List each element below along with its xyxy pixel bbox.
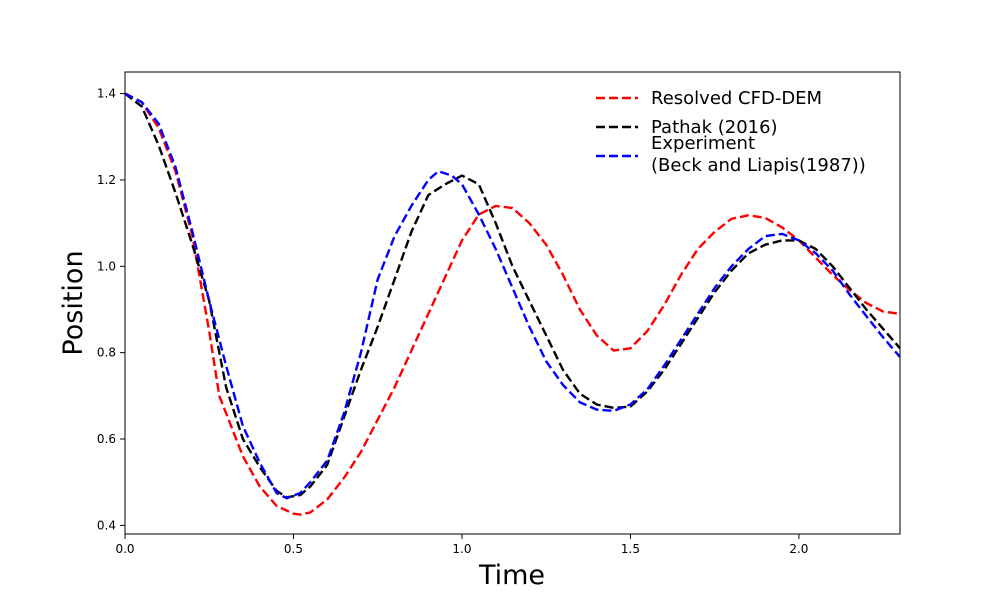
legend: Resolved CFD-DEM Pathak (2016)Experiment(… xyxy=(596,88,866,176)
y-tick-label: 1.4 xyxy=(97,87,116,101)
x-tick-label: 1.5 xyxy=(621,542,640,556)
x-tick-label: 2.0 xyxy=(789,542,808,556)
x-tick-label: 0.0 xyxy=(115,542,134,556)
x-tick-label: 0.5 xyxy=(284,542,303,556)
y-tick-label: 0.8 xyxy=(97,346,116,360)
legend-label-0: Resolved CFD-DEM xyxy=(651,88,822,109)
y-tick-label: 1.2 xyxy=(97,173,116,187)
x-tick-label: 1.0 xyxy=(452,542,471,556)
y-tick-label: 0.4 xyxy=(97,518,116,532)
series-line-1 xyxy=(124,92,901,499)
series-line-2 xyxy=(124,92,901,500)
y-axis-title: Position xyxy=(58,250,89,355)
series-layer xyxy=(124,92,901,516)
x-axis-title: Time xyxy=(478,560,545,591)
legend-label-2: Experiment (Beck and Liapis(1987)) xyxy=(651,133,866,176)
y-tick-label: 1.0 xyxy=(97,259,116,273)
series-line-0 xyxy=(124,92,901,516)
legend-label-1: Pathak (2016) xyxy=(651,117,778,138)
y-tick-label: 0.6 xyxy=(97,432,116,446)
plot-frame xyxy=(124,71,901,535)
plot-background xyxy=(125,72,900,534)
ticks-layer: 0.0 0.5 1.0 1.5 2.0 0.4 0.6 0.8 1.0 1.2 1.4 xyxy=(97,87,809,556)
